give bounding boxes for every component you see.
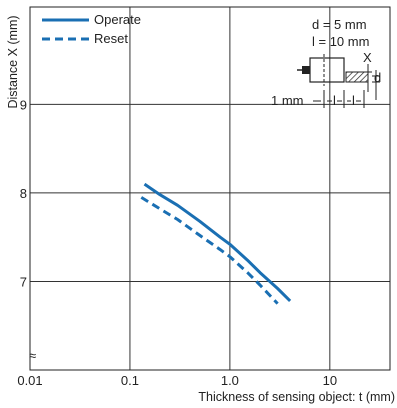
inset-d-label: d = 5 mm [312, 17, 367, 32]
axis-break-symbol: ≈ [29, 348, 36, 363]
x-tick-label: 1.0 [221, 373, 239, 388]
legend: Operate Reset [42, 12, 141, 46]
series-lines [140, 182, 292, 305]
sensor-head [302, 66, 310, 74]
sensor-body [309, 57, 345, 83]
inset-l-mark-2: l [352, 93, 355, 108]
y-tick-label: 9 [20, 97, 27, 112]
y-axis-title: Distance X (mm) [6, 15, 20, 108]
sensing-object [345, 71, 369, 83]
inset-x-mark: X [363, 50, 372, 65]
y-tick-label: 7 [20, 274, 27, 289]
x-axis-title: Thickness of sensing object: t (mm) [198, 390, 395, 404]
inset-l-label: l = 10 mm [312, 34, 369, 49]
grid [30, 7, 390, 370]
tick-labels: 0.01 0.1 1.0 10 7 8 9 [17, 97, 337, 388]
inset-one-mm-label: 1 mm [271, 93, 304, 108]
inset-l-mark-1: l [333, 93, 336, 108]
series-line-reset [140, 196, 279, 305]
series-line-operate [143, 182, 292, 302]
sensor-diagram-inset: d = 5 mm l = 10 mm X d 1 mm l l [271, 17, 381, 108]
x-tick-label: 0.01 [17, 373, 42, 388]
y-tick-label: 8 [20, 186, 27, 201]
legend-label-operate: Operate [94, 12, 141, 27]
legend-label-reset: Reset [94, 31, 128, 46]
inset-d-mark: d [374, 70, 381, 85]
x-tick-label: 0.1 [121, 373, 139, 388]
plot-frame [29, 6, 391, 371]
x-tick-label: 10 [323, 373, 337, 388]
